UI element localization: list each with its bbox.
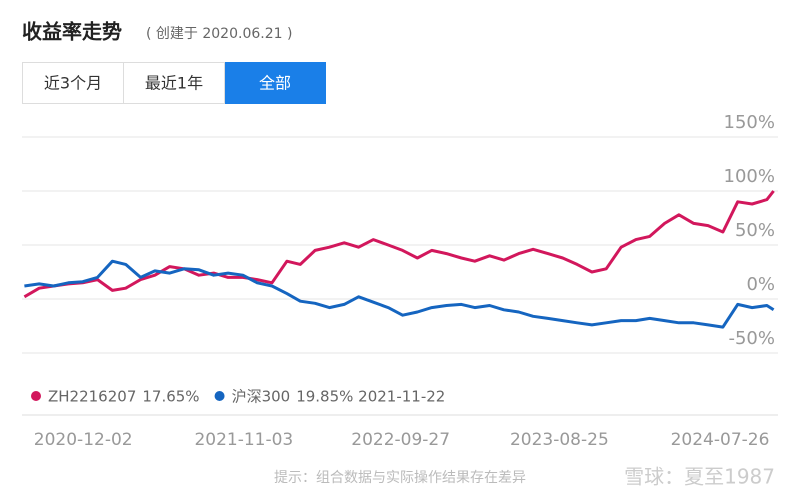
series-line: [24, 259, 775, 329]
tab[interactable]: 全部: [259, 74, 291, 93]
legend-note: 17.65%: [142, 388, 199, 406]
x-tick-label: 2024-07-26: [671, 430, 770, 450]
footer-note: 提示：组合数据与实际操作结果存在差异: [274, 470, 526, 486]
legend-dot: [31, 391, 41, 401]
y-tick-label: 100%: [724, 166, 775, 187]
tab-box[interactable]: [22, 62, 124, 104]
y-tick-label: 50%: [735, 220, 775, 241]
legend-dot: [214, 391, 225, 401]
series-line: [23, 190, 775, 299]
tab[interactable]: 最近1年: [145, 74, 203, 93]
legend-note: 19.85% 2021-11-22: [296, 388, 445, 406]
tab-box-active[interactable]: [225, 62, 326, 104]
y-tick-label: -50%: [728, 328, 775, 349]
x-tick-label: 2023-08-25: [510, 430, 609, 450]
tab[interactable]: 近3个月: [44, 74, 102, 93]
subtitle: ( 创建于 2020.06.21 ): [146, 26, 292, 42]
title: 收益率走势: [22, 20, 122, 44]
legend-name: 沪深300: [232, 388, 291, 406]
y-tick-label: 150%: [724, 112, 775, 133]
tab-box[interactable]: [123, 62, 225, 104]
y-tick-label: 0%: [746, 274, 775, 295]
watermark: 雪球：夏至1987: [624, 465, 775, 489]
x-tick-label: 2021-11-03: [194, 430, 293, 450]
x-tick-label: 2020-12-02: [34, 430, 133, 450]
x-tick-label: 2022-09-27: [351, 430, 450, 450]
legend-name: ZH2216207: [48, 388, 136, 406]
